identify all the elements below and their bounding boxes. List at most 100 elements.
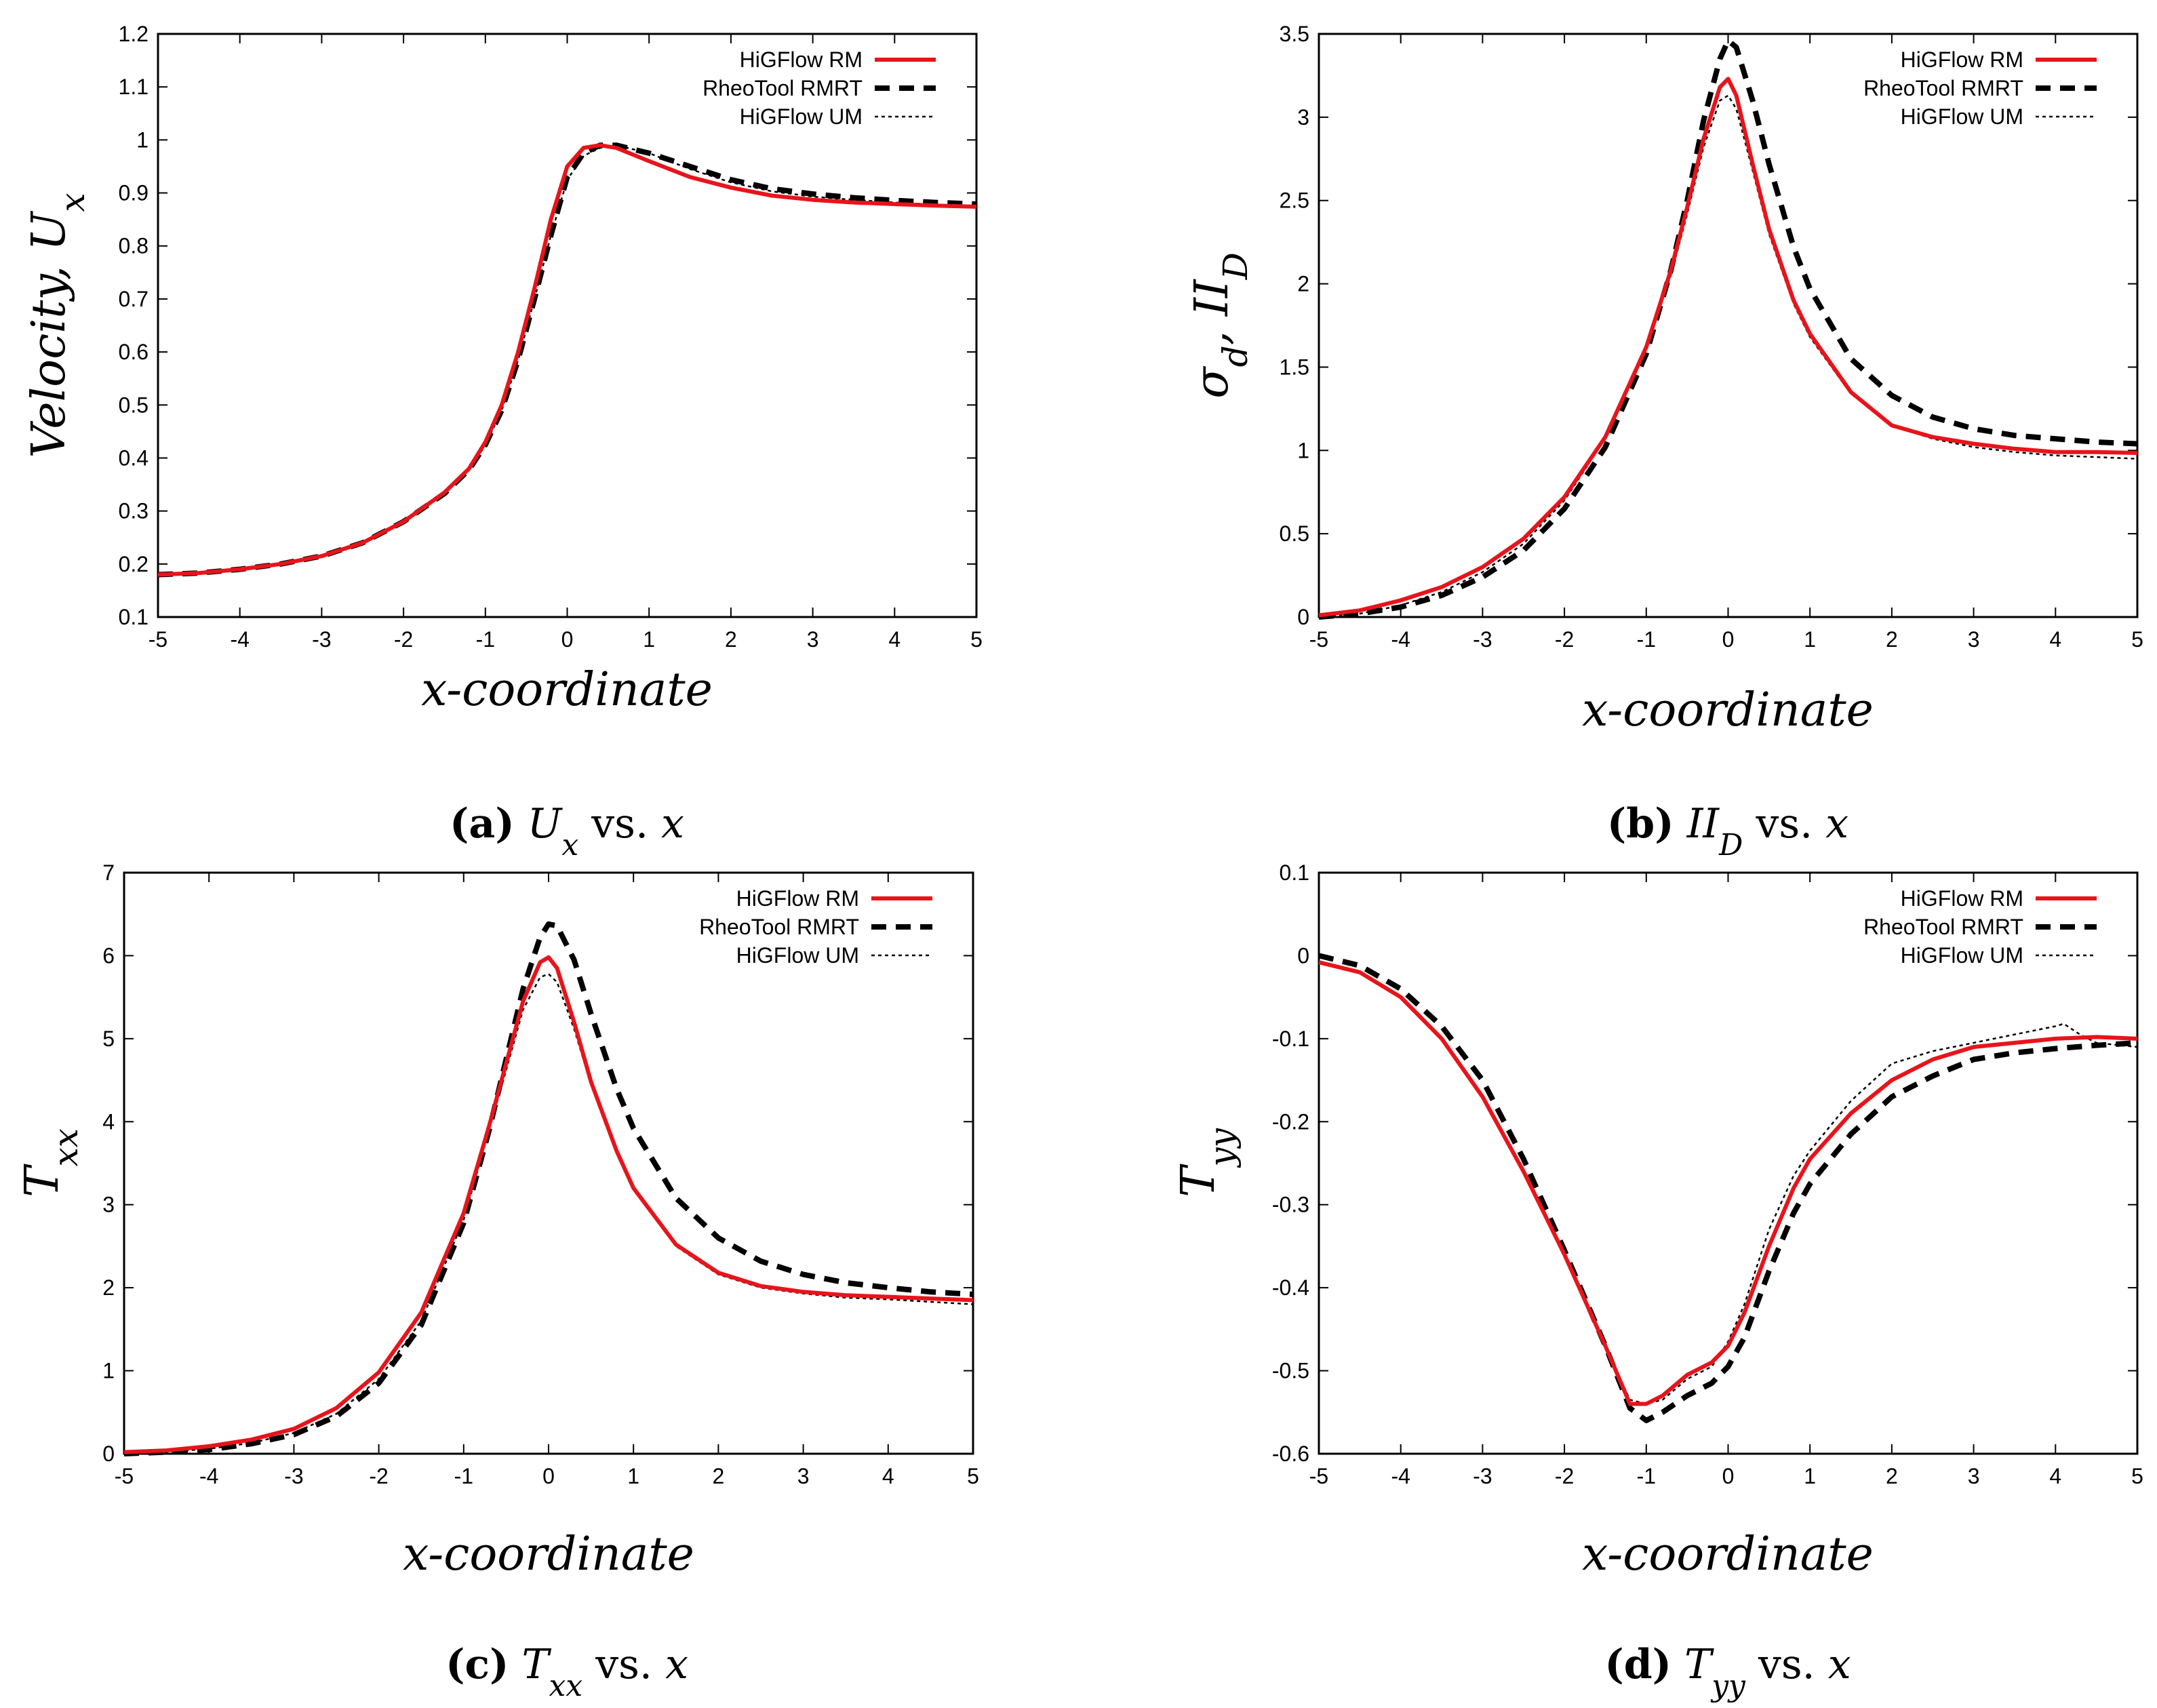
panel-d: -0.6 -0.5 -0.4 -0.3 -0.2 -0.1 0 0.1 -5 -4 -3 -2 -1 0… <box>1172 860 2143 1703</box>
legend: HiGFlow RM RheoTool RMRT HiGFlow UM <box>699 886 932 968</box>
series-line-higflow-rm <box>157 143 977 577</box>
x-tick-label: -1 <box>1637 627 1656 652</box>
x-tick-label: -5 <box>149 627 167 652</box>
x-ticks: -5 -4 -3 -2 -1 0 1 2 3 4 5 <box>1309 873 2143 1488</box>
y-ticks: 0 0.5 1 1.5 2 2.5 3 3.5 <box>1280 22 2137 629</box>
series-lines <box>123 921 974 1456</box>
x-tick-label: 0 <box>561 627 574 652</box>
x-tick-label: 5 <box>2131 1464 2143 1488</box>
y-tick-label: 0.9 <box>119 181 149 205</box>
panel-c: 0 1 2 3 4 5 6 7 -5 -4 -3 -2 -1 0 1 2 3 4 5 HiGFlow RM Rheo… <box>16 860 979 1703</box>
x-tick-label: 1 <box>1804 1464 1816 1488</box>
legend-label: HiGFlow RM <box>1901 47 2023 72</box>
series-line-rheotool-rmrt <box>123 921 974 1456</box>
y-tick-label: 1.5 <box>1280 355 1309 379</box>
y-tick-label: 0.8 <box>119 234 149 258</box>
x-tick-label: -3 <box>312 627 331 652</box>
x-tick-label: 0 <box>1722 627 1735 652</box>
x-tick-label: 3 <box>807 627 819 652</box>
x-tick-label: 1 <box>643 627 655 652</box>
legend-label: HiGFlow UM <box>1901 943 2023 968</box>
y-tick-label: 0.7 <box>119 287 149 311</box>
panel-a: 0.10.20.30.40.50.60.70.80.911.11.2 -5 -4-… <box>22 22 983 862</box>
legend: HiGFlow RM RheoTool RMRT HiGFlow UM <box>1863 47 2097 129</box>
series-line-higflow-um <box>1318 961 2138 1405</box>
x-axis-label: x-coordinate <box>421 663 713 717</box>
series-line-higflow-um <box>123 973 974 1455</box>
y-tick-label: 6 <box>102 943 115 968</box>
caption-a: (a) Ux vs. x <box>450 800 684 862</box>
x-tick-label: 5 <box>967 1464 979 1488</box>
y-axis-label: Txx <box>16 1128 85 1197</box>
x-tick-label: 3 <box>1968 1464 1980 1488</box>
series-line-higflow-rm <box>1318 77 2138 618</box>
legend-label: HiGFlow RM <box>736 886 859 911</box>
x-axis-label: x-coordinate <box>403 1528 694 1581</box>
legend-label: HiGFlow UM <box>736 943 859 968</box>
y-tick-label: -0.2 <box>1272 1109 1309 1134</box>
caption-b: (b) IID vs. x <box>1607 800 1848 862</box>
y-tick-label: 0 <box>102 1442 115 1466</box>
y-tick-label: 3.5 <box>1280 22 1309 46</box>
y-tick-label: 1 <box>1297 438 1309 462</box>
x-tick-label: 5 <box>2131 627 2143 652</box>
y-tick-label: -0.3 <box>1272 1193 1309 1217</box>
x-tick-label: -2 <box>1555 1464 1574 1488</box>
y-tick-label: 2.5 <box>1280 188 1309 213</box>
x-tick-label: 2 <box>725 627 737 652</box>
y-tick-label: 1 <box>102 1359 115 1383</box>
x-tick-label: 0 <box>542 1464 555 1488</box>
legend-label: RheoTool RMRT <box>702 76 863 100</box>
x-tick-label: -2 <box>394 627 413 652</box>
y-tick-label: -0.5 <box>1272 1359 1309 1383</box>
y-tick-label: 0.5 <box>119 393 149 417</box>
x-tick-label: 2 <box>713 1464 725 1488</box>
x-tick-label: -5 <box>115 1464 134 1488</box>
x-tick-label: 4 <box>2049 627 2061 652</box>
x-ticks: -5 -4 -3 -2 -1 0 1 2 3 4 5 <box>1309 34 2143 652</box>
x-axis-label: x-coordinate <box>1582 683 1874 737</box>
x-tick-label: 4 <box>2049 1464 2061 1488</box>
y-tick-label: 7 <box>102 860 115 885</box>
y-tick-label: 0 <box>1297 943 1309 968</box>
series-line-higflow-rm <box>123 955 974 1454</box>
x-tick-label: -5 <box>1309 627 1328 652</box>
series-lines <box>1318 37 2138 620</box>
series-lines <box>157 142 977 578</box>
x-tick-label: 4 <box>888 627 901 652</box>
caption-d: (d) Tyy vs. x <box>1604 1641 1851 1703</box>
y-tick-label: 0.5 <box>1280 521 1309 546</box>
legend: HiGFlow RM RheoTool RMRT HiGFlow UM <box>1863 886 2097 968</box>
x-tick-label: -4 <box>1391 1464 1410 1488</box>
x-tick-label: -4 <box>199 1464 218 1488</box>
x-tick-label: 2 <box>1886 1464 1898 1488</box>
series-line-rheotool-rmrt <box>1318 37 2138 620</box>
x-tick-label: 1 <box>1804 627 1816 652</box>
y-tick-label: 5 <box>102 1027 115 1051</box>
y-tick-label: 0.4 <box>119 445 149 470</box>
x-tick-label: -5 <box>1309 1464 1328 1488</box>
legend-label: HiGFlow RM <box>1901 886 2023 911</box>
y-tick-label: -0.4 <box>1272 1275 1309 1300</box>
y-tick-label: 3 <box>1297 105 1309 130</box>
y-axis-label: Velocity, Ux <box>22 193 92 458</box>
y-axis-label: σd, IID <box>1185 252 1255 398</box>
x-tick-label: 0 <box>1722 1464 1735 1488</box>
x-tick-label: 3 <box>1968 627 1980 652</box>
y-tick-label: -0.6 <box>1272 1442 1309 1466</box>
caption-c: (c) Txx vs. x <box>446 1641 688 1703</box>
legend-label: HiGFlow UM <box>1901 104 2023 129</box>
series-lines <box>1318 953 2138 1423</box>
legend-label: RheoTool RMRT <box>699 915 859 939</box>
series-line-rheotool-rmrt <box>1318 953 2138 1423</box>
y-tick-label: 1.2 <box>119 22 149 46</box>
y-tick-label: 3 <box>102 1193 115 1217</box>
x-tick-label: -4 <box>1391 627 1410 652</box>
series-line-rheotool-rmrt <box>157 142 977 578</box>
y-ticks: 0.1 0.2 0.3 0.4 0.5 0.6 0.7 0.8 0.9 1 1.1 1.2 <box>119 22 976 629</box>
y-tick-label: 2 <box>102 1275 115 1300</box>
series-line-higflow-um <box>157 144 977 576</box>
y-tick-label: 0.2 <box>119 552 149 576</box>
y-ticks: -0.6 -0.5 -0.4 -0.3 -0.2 -0.1 0 0.1 <box>1272 860 2137 1466</box>
